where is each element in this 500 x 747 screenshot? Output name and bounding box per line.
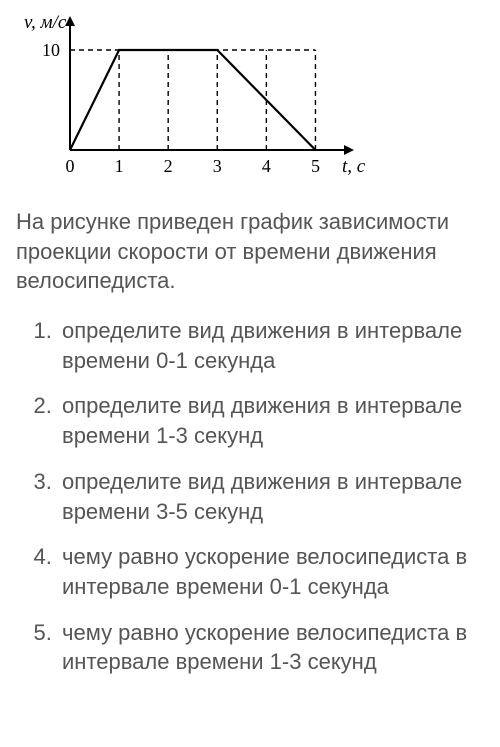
question-item: определите вид движения в интервале врем… — [58, 467, 484, 526]
svg-text:5: 5 — [311, 156, 320, 176]
svg-text:2: 2 — [164, 156, 173, 176]
svg-text:t, с: t, с — [342, 156, 366, 177]
velocity-chart: 0 1 2 3 4 5 10 v, м/с t, с — [22, 12, 484, 183]
svg-text:10: 10 — [42, 40, 60, 60]
question-item: определите вид движения в интервале врем… — [58, 391, 484, 450]
question-list: определите вид движения в интервале врем… — [16, 316, 484, 677]
svg-text:v, м/с: v, м/с — [24, 12, 67, 33]
question-item: определите вид движения в интервале врем… — [58, 316, 484, 375]
svg-text:4: 4 — [262, 156, 271, 176]
svg-text:1: 1 — [115, 156, 124, 176]
svg-text:3: 3 — [213, 156, 222, 176]
problem-description: На рисунке приведен график зависимости п… — [16, 207, 484, 296]
question-item: чему равно ускорение велосипедиста в инт… — [58, 542, 484, 601]
chart-svg: 0 1 2 3 4 5 10 v, м/с t, с — [22, 12, 380, 178]
question-item: чему равно ускорение велосипедиста в инт… — [58, 618, 484, 677]
svg-text:0: 0 — [66, 156, 75, 176]
